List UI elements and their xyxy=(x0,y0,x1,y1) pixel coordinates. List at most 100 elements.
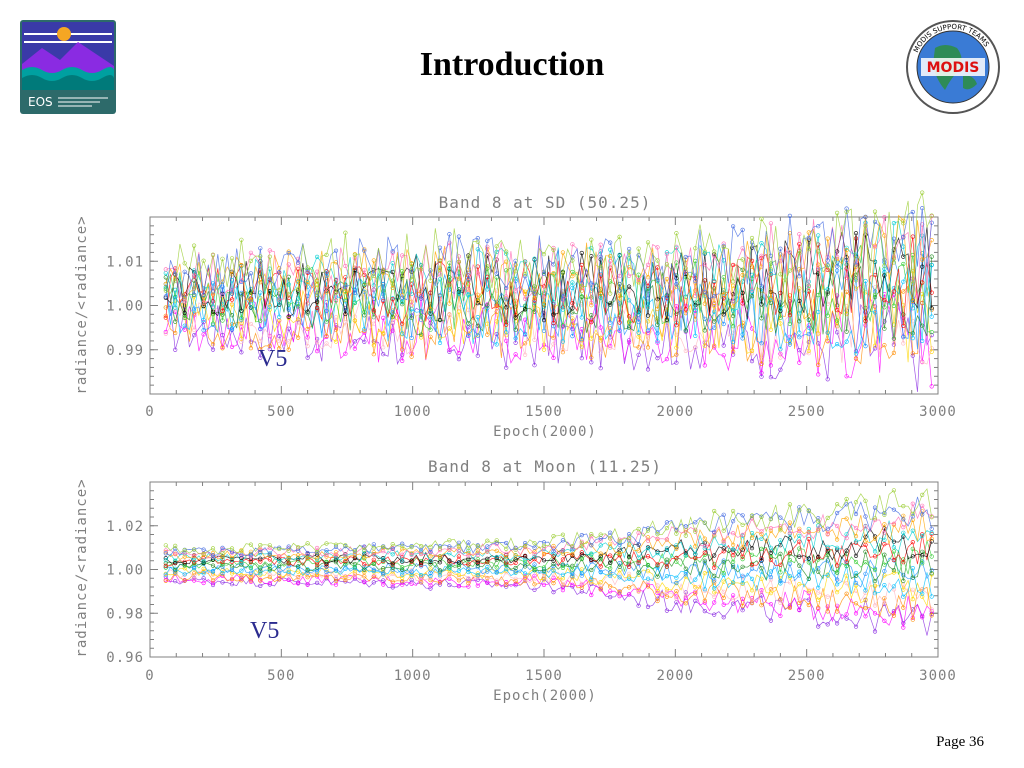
data-point xyxy=(664,357,670,362)
data-point xyxy=(730,224,736,229)
data-point xyxy=(258,549,263,554)
data-point xyxy=(882,600,887,606)
data-point xyxy=(712,586,717,591)
data-point xyxy=(381,315,386,320)
data-point xyxy=(551,581,556,586)
data-point xyxy=(702,249,707,254)
data-point xyxy=(210,281,216,286)
data-point xyxy=(475,239,480,244)
slide-title: Introduction xyxy=(419,46,605,83)
data-point xyxy=(456,350,462,356)
data-point xyxy=(333,298,339,303)
data-point xyxy=(787,536,793,541)
data-point xyxy=(598,551,603,556)
data-point xyxy=(929,611,934,616)
data-point xyxy=(579,281,584,286)
data-point xyxy=(626,273,632,278)
data-point xyxy=(693,246,698,251)
modis-logo: MODIS MODIS SUPPORT TEAMS xyxy=(906,20,1000,114)
data-point xyxy=(400,331,405,336)
data-point xyxy=(362,570,367,575)
data-point xyxy=(494,565,499,570)
data-point xyxy=(466,553,471,558)
data-point xyxy=(664,520,670,525)
data-point xyxy=(636,570,641,575)
data-point xyxy=(522,575,528,580)
data-point xyxy=(598,366,603,371)
data-point xyxy=(768,577,774,582)
data-point xyxy=(485,549,490,554)
data-point xyxy=(882,552,887,557)
data-point xyxy=(910,575,915,580)
data-point xyxy=(834,502,840,507)
data-point xyxy=(182,269,187,274)
data-point xyxy=(437,272,443,277)
data-point xyxy=(598,554,603,559)
data-point xyxy=(447,347,452,352)
data-point xyxy=(872,567,878,573)
data-point xyxy=(570,255,575,260)
data-point xyxy=(674,546,679,551)
data-point xyxy=(730,519,736,524)
data-point xyxy=(882,510,887,516)
data-point xyxy=(182,299,187,304)
data-point xyxy=(617,551,622,556)
data-point xyxy=(645,345,651,350)
data-point xyxy=(901,594,906,599)
data-point xyxy=(220,570,225,576)
data-point xyxy=(409,559,414,564)
data-point xyxy=(872,505,878,510)
data-point xyxy=(740,227,745,233)
data-point xyxy=(910,511,915,517)
data-point xyxy=(541,546,547,551)
data-point xyxy=(806,348,811,353)
data-point xyxy=(636,526,641,532)
version-annotation: V5 xyxy=(258,346,287,372)
data-point xyxy=(816,555,821,560)
data-point xyxy=(929,526,934,531)
data-point xyxy=(428,307,433,312)
data-point xyxy=(220,318,225,323)
data-point xyxy=(778,515,783,520)
data-point xyxy=(816,362,821,367)
data-point xyxy=(768,363,774,368)
data-point xyxy=(343,263,348,269)
series-line xyxy=(165,192,933,296)
data-point xyxy=(456,276,462,281)
data-point xyxy=(655,306,660,312)
data-point xyxy=(626,585,632,590)
data-point xyxy=(778,600,783,605)
data-point xyxy=(920,512,925,517)
data-point xyxy=(400,253,405,258)
data-point xyxy=(494,569,499,575)
data-point xyxy=(787,550,793,555)
data-point xyxy=(910,540,915,545)
chart-title: Band 8 at SD (50.25) xyxy=(439,193,652,212)
data-point xyxy=(560,557,566,562)
series-line xyxy=(165,236,933,326)
data-point xyxy=(551,561,556,566)
data-point xyxy=(541,304,547,309)
data-point xyxy=(428,576,433,581)
version-annotation: V5 xyxy=(250,618,279,644)
data-point xyxy=(333,553,339,558)
data-point xyxy=(381,549,386,554)
data-point xyxy=(381,345,386,350)
data-point xyxy=(920,591,925,596)
data-point xyxy=(239,350,244,355)
data-point xyxy=(778,367,783,372)
data-point xyxy=(333,567,339,572)
data-point xyxy=(286,555,291,561)
data-point xyxy=(456,234,462,239)
data-point xyxy=(475,333,480,338)
series-line xyxy=(165,285,933,365)
data-point xyxy=(343,289,348,294)
data-point xyxy=(371,546,376,551)
data-point xyxy=(182,547,187,553)
data-point xyxy=(381,268,386,273)
data-point xyxy=(343,275,348,280)
data-point xyxy=(192,553,197,558)
data-point xyxy=(551,342,556,347)
data-point xyxy=(173,543,178,548)
data-point xyxy=(220,291,225,296)
